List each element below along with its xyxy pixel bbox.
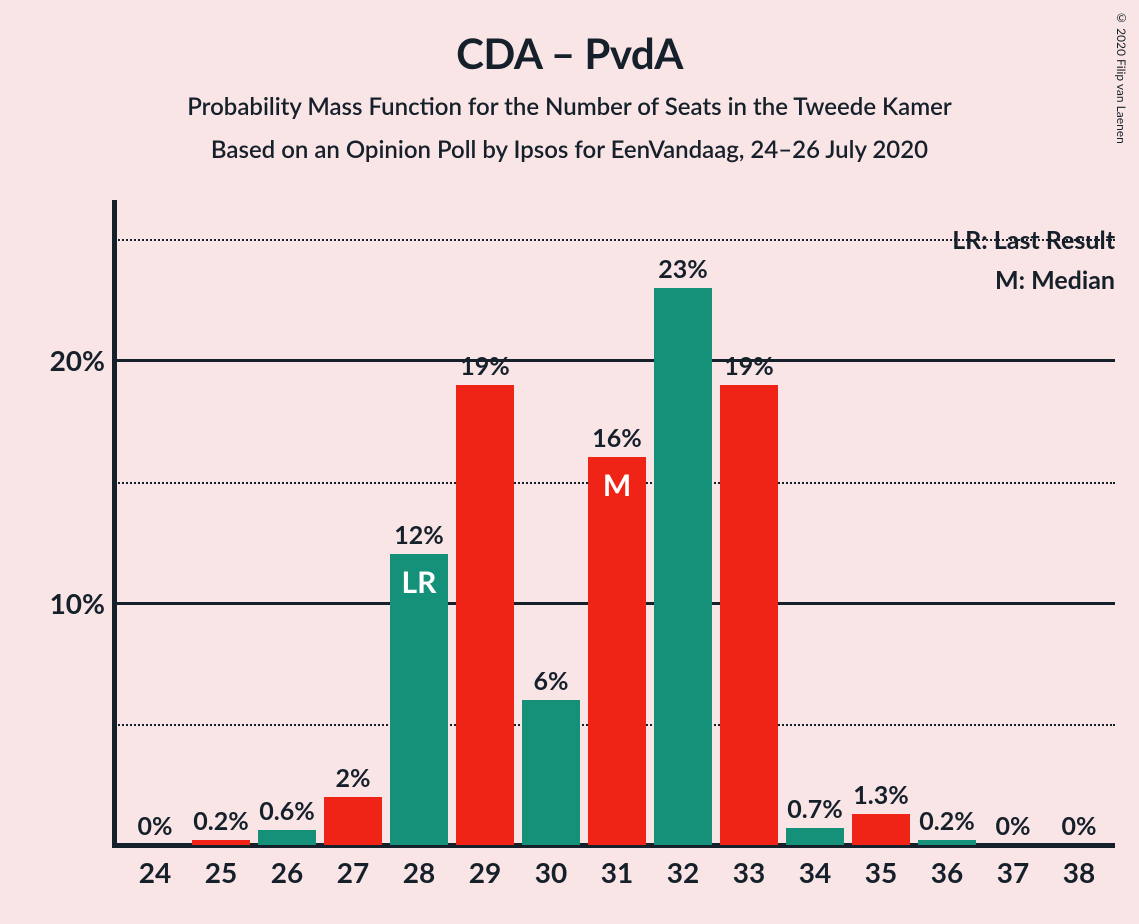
legend: LR: Last Result M: Median [952, 220, 1115, 300]
xtick-label: 28 [403, 855, 435, 889]
xtick-label: 37 [997, 855, 1029, 889]
xtick-label: 31 [601, 855, 633, 889]
bar [456, 385, 514, 845]
copyright-text: © 2020 Filip van Laenen [1114, 10, 1129, 144]
bar-value-label: 1.3% [853, 780, 908, 810]
y-axis [112, 200, 117, 845]
gridline-major [115, 359, 1115, 362]
bar [522, 700, 580, 845]
xtick-label: 29 [469, 855, 501, 889]
ytick-label: 20% [50, 343, 105, 377]
bar-value-label: 0% [1062, 811, 1097, 841]
xtick-label: 35 [865, 855, 897, 889]
xtick-label: 26 [271, 855, 303, 889]
xtick-label: 24 [139, 855, 171, 889]
bar-inner-label: M [603, 467, 631, 503]
legend-m: M: Median [952, 260, 1115, 300]
bar [588, 457, 646, 845]
plot-area: LR: Last Result M: Median 10%20%0%240.2%… [115, 215, 1115, 845]
bar-value-label: 0.2% [193, 806, 248, 836]
bar-value-label: 0.7% [787, 794, 842, 824]
chart-subtitle-1: Probability Mass Function for the Number… [0, 92, 1139, 121]
chart-subtitle-2: Based on an Opinion Poll by Ipsos for Ee… [0, 135, 1139, 164]
bar-value-label: 12% [394, 520, 444, 550]
gridline-minor [115, 239, 1115, 241]
bar [786, 828, 844, 845]
bar-value-label: 0.2% [919, 806, 974, 836]
xtick-label: 33 [733, 855, 765, 889]
xtick-label: 38 [1063, 855, 1095, 889]
bar [324, 797, 382, 845]
bar [720, 385, 778, 845]
xtick-label: 36 [931, 855, 963, 889]
bar [918, 840, 976, 845]
ytick-label: 10% [50, 586, 105, 620]
bar [192, 840, 250, 845]
bar-value-label: 2% [336, 763, 371, 793]
bar [852, 814, 910, 846]
bar-value-label: 0% [996, 811, 1031, 841]
bar-value-label: 0% [138, 811, 173, 841]
xtick-label: 25 [205, 855, 237, 889]
bar-inner-label: LR [402, 564, 437, 600]
xtick-label: 34 [799, 855, 831, 889]
bar-value-label: 19% [460, 351, 510, 381]
pmf-bar-chart: LR: Last Result M: Median 10%20%0%240.2%… [115, 215, 1115, 845]
chart-title: CDA – PvdA [0, 0, 1139, 78]
bar-value-label: 0.6% [259, 796, 314, 826]
xtick-label: 32 [667, 855, 699, 889]
xtick-label: 27 [337, 855, 369, 889]
bar [258, 830, 316, 845]
xtick-label: 30 [535, 855, 567, 889]
bar-value-label: 16% [592, 423, 642, 453]
bar [654, 288, 712, 845]
bar-value-label: 6% [534, 666, 569, 696]
bar-value-label: 23% [658, 254, 708, 284]
bar-value-label: 19% [724, 351, 774, 381]
